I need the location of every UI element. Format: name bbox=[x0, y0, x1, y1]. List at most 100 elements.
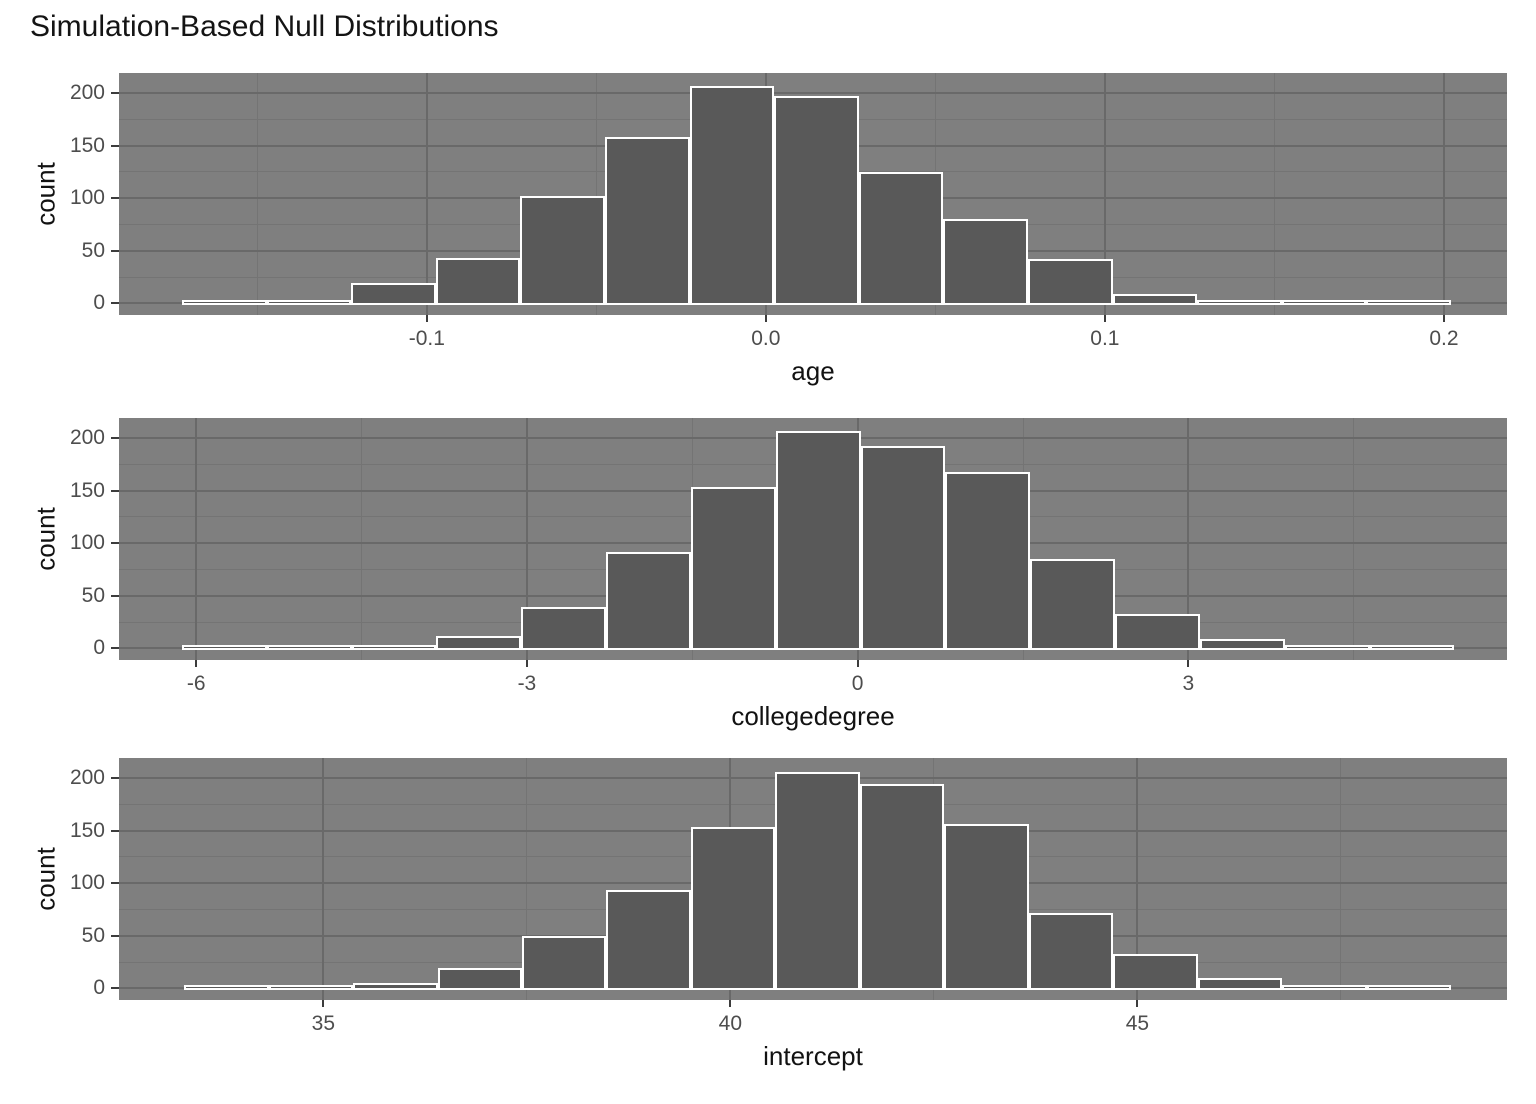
y-tick-mark bbox=[111, 249, 119, 252]
grid-minor-x bbox=[595, 73, 597, 315]
grid-major-x bbox=[1103, 73, 1106, 315]
x-tick-label: -6 bbox=[186, 672, 206, 695]
x-tick-mark bbox=[1187, 660, 1190, 667]
y-tick-label: 100 bbox=[69, 531, 105, 555]
histogram-bar bbox=[1284, 645, 1370, 651]
grid-major-x bbox=[525, 418, 528, 660]
y-axis-title: count bbox=[30, 847, 61, 911]
y-tick-mark bbox=[111, 144, 119, 147]
x-axis-title-collegedegree: collegedegree bbox=[731, 701, 895, 731]
y-tick-label: 200 bbox=[69, 765, 105, 789]
y-tick-mark bbox=[111, 436, 119, 439]
histogram-bar bbox=[690, 827, 776, 991]
y-tick-label: 150 bbox=[69, 133, 105, 157]
histogram-bar bbox=[775, 430, 861, 651]
histogram-bar bbox=[266, 300, 352, 306]
grid-major-x bbox=[1187, 418, 1190, 660]
histogram-bar bbox=[1197, 300, 1282, 306]
y-tick-label: 150 bbox=[69, 818, 105, 842]
y-tick-label: 100 bbox=[69, 871, 105, 895]
y-tick-mark bbox=[111, 882, 119, 885]
x-tick-label: 45 bbox=[1125, 1012, 1150, 1035]
y-tick-mark bbox=[111, 489, 119, 492]
histogram-bar bbox=[775, 771, 860, 991]
grid-major-x bbox=[195, 418, 198, 660]
histogram-bar bbox=[521, 607, 606, 651]
y-tick-mark bbox=[111, 594, 119, 597]
histogram-bar bbox=[690, 487, 776, 651]
y-tick-label: 0 bbox=[93, 976, 105, 1000]
y-tick-mark bbox=[111, 542, 119, 545]
histogram-bar bbox=[268, 985, 354, 991]
plot-title: Simulation-Based Null Distributions bbox=[30, 10, 499, 43]
y-tick-mark bbox=[111, 829, 119, 832]
histogram-bar bbox=[860, 446, 946, 651]
histogram-bar bbox=[1197, 977, 1283, 991]
y-tick-mark bbox=[111, 987, 119, 990]
x-tick-mark bbox=[195, 660, 198, 667]
x-tick-label: 0.0 bbox=[751, 327, 781, 350]
histogram-bar bbox=[353, 983, 438, 991]
x-tick-label: 0 bbox=[851, 672, 864, 695]
histogram-bar bbox=[1282, 985, 1367, 991]
histogram-bar bbox=[943, 219, 1028, 306]
x-tick-label: 35 bbox=[311, 1012, 335, 1035]
grid-major-x bbox=[425, 73, 428, 315]
histogram-bar bbox=[184, 985, 269, 991]
x-tick-mark bbox=[856, 660, 859, 667]
panel-collegedegree bbox=[119, 418, 1507, 660]
x-tick-mark bbox=[1136, 1000, 1139, 1007]
histogram-bar bbox=[522, 935, 607, 991]
histogram-bar bbox=[351, 645, 437, 651]
x-tick-mark bbox=[322, 1000, 325, 1007]
histogram-bar bbox=[1027, 259, 1113, 306]
x-tick-mark bbox=[425, 315, 428, 322]
grid-major-x bbox=[322, 758, 325, 1000]
y-tick-mark bbox=[111, 197, 119, 200]
histogram-bar bbox=[605, 137, 690, 306]
histogram-bar bbox=[437, 968, 522, 991]
histogram-bar bbox=[944, 824, 1029, 991]
histogram-bar bbox=[774, 96, 859, 306]
y-tick-label: 50 bbox=[81, 923, 105, 947]
histogram-bar bbox=[351, 283, 436, 306]
histogram-bar bbox=[1281, 300, 1367, 306]
x-tick-mark bbox=[525, 660, 528, 667]
histogram-bar bbox=[606, 551, 691, 651]
histogram-bar bbox=[436, 635, 522, 651]
histogram-bar bbox=[182, 300, 267, 306]
y-tick-label: 0 bbox=[93, 636, 105, 660]
panel-age bbox=[119, 73, 1507, 315]
histogram-bar bbox=[181, 645, 267, 651]
panel-intercept bbox=[119, 758, 1507, 1000]
histogram-bar bbox=[1113, 953, 1198, 991]
y-tick-mark bbox=[111, 91, 119, 94]
grid-minor-x bbox=[1273, 73, 1275, 315]
histogram-bar bbox=[859, 784, 945, 991]
y-tick-mark bbox=[111, 934, 119, 937]
grid-major-x bbox=[1442, 73, 1445, 315]
histogram-bar bbox=[945, 471, 1031, 651]
x-tick-label: 40 bbox=[718, 1012, 743, 1035]
x-tick-label: -3 bbox=[517, 672, 537, 695]
histogram-bar bbox=[689, 85, 775, 306]
x-tick-label: 0.1 bbox=[1090, 327, 1120, 350]
histogram-bar bbox=[1030, 558, 1115, 651]
histogram-bar bbox=[606, 889, 691, 991]
histogram-bar bbox=[435, 258, 521, 306]
x-axis-title-age: age bbox=[791, 356, 835, 386]
grid-minor-x bbox=[1353, 418, 1355, 660]
histogram-bar bbox=[858, 171, 944, 306]
x-tick-mark bbox=[1442, 315, 1445, 322]
y-tick-label: 50 bbox=[81, 238, 105, 262]
histogram-bar bbox=[1366, 300, 1451, 306]
histogram-bar bbox=[1199, 638, 1285, 651]
histogram-bar bbox=[1366, 985, 1452, 991]
x-tick-mark bbox=[1103, 315, 1106, 322]
histogram-bar bbox=[266, 645, 352, 651]
x-tick-label: -0.1 bbox=[408, 327, 445, 350]
